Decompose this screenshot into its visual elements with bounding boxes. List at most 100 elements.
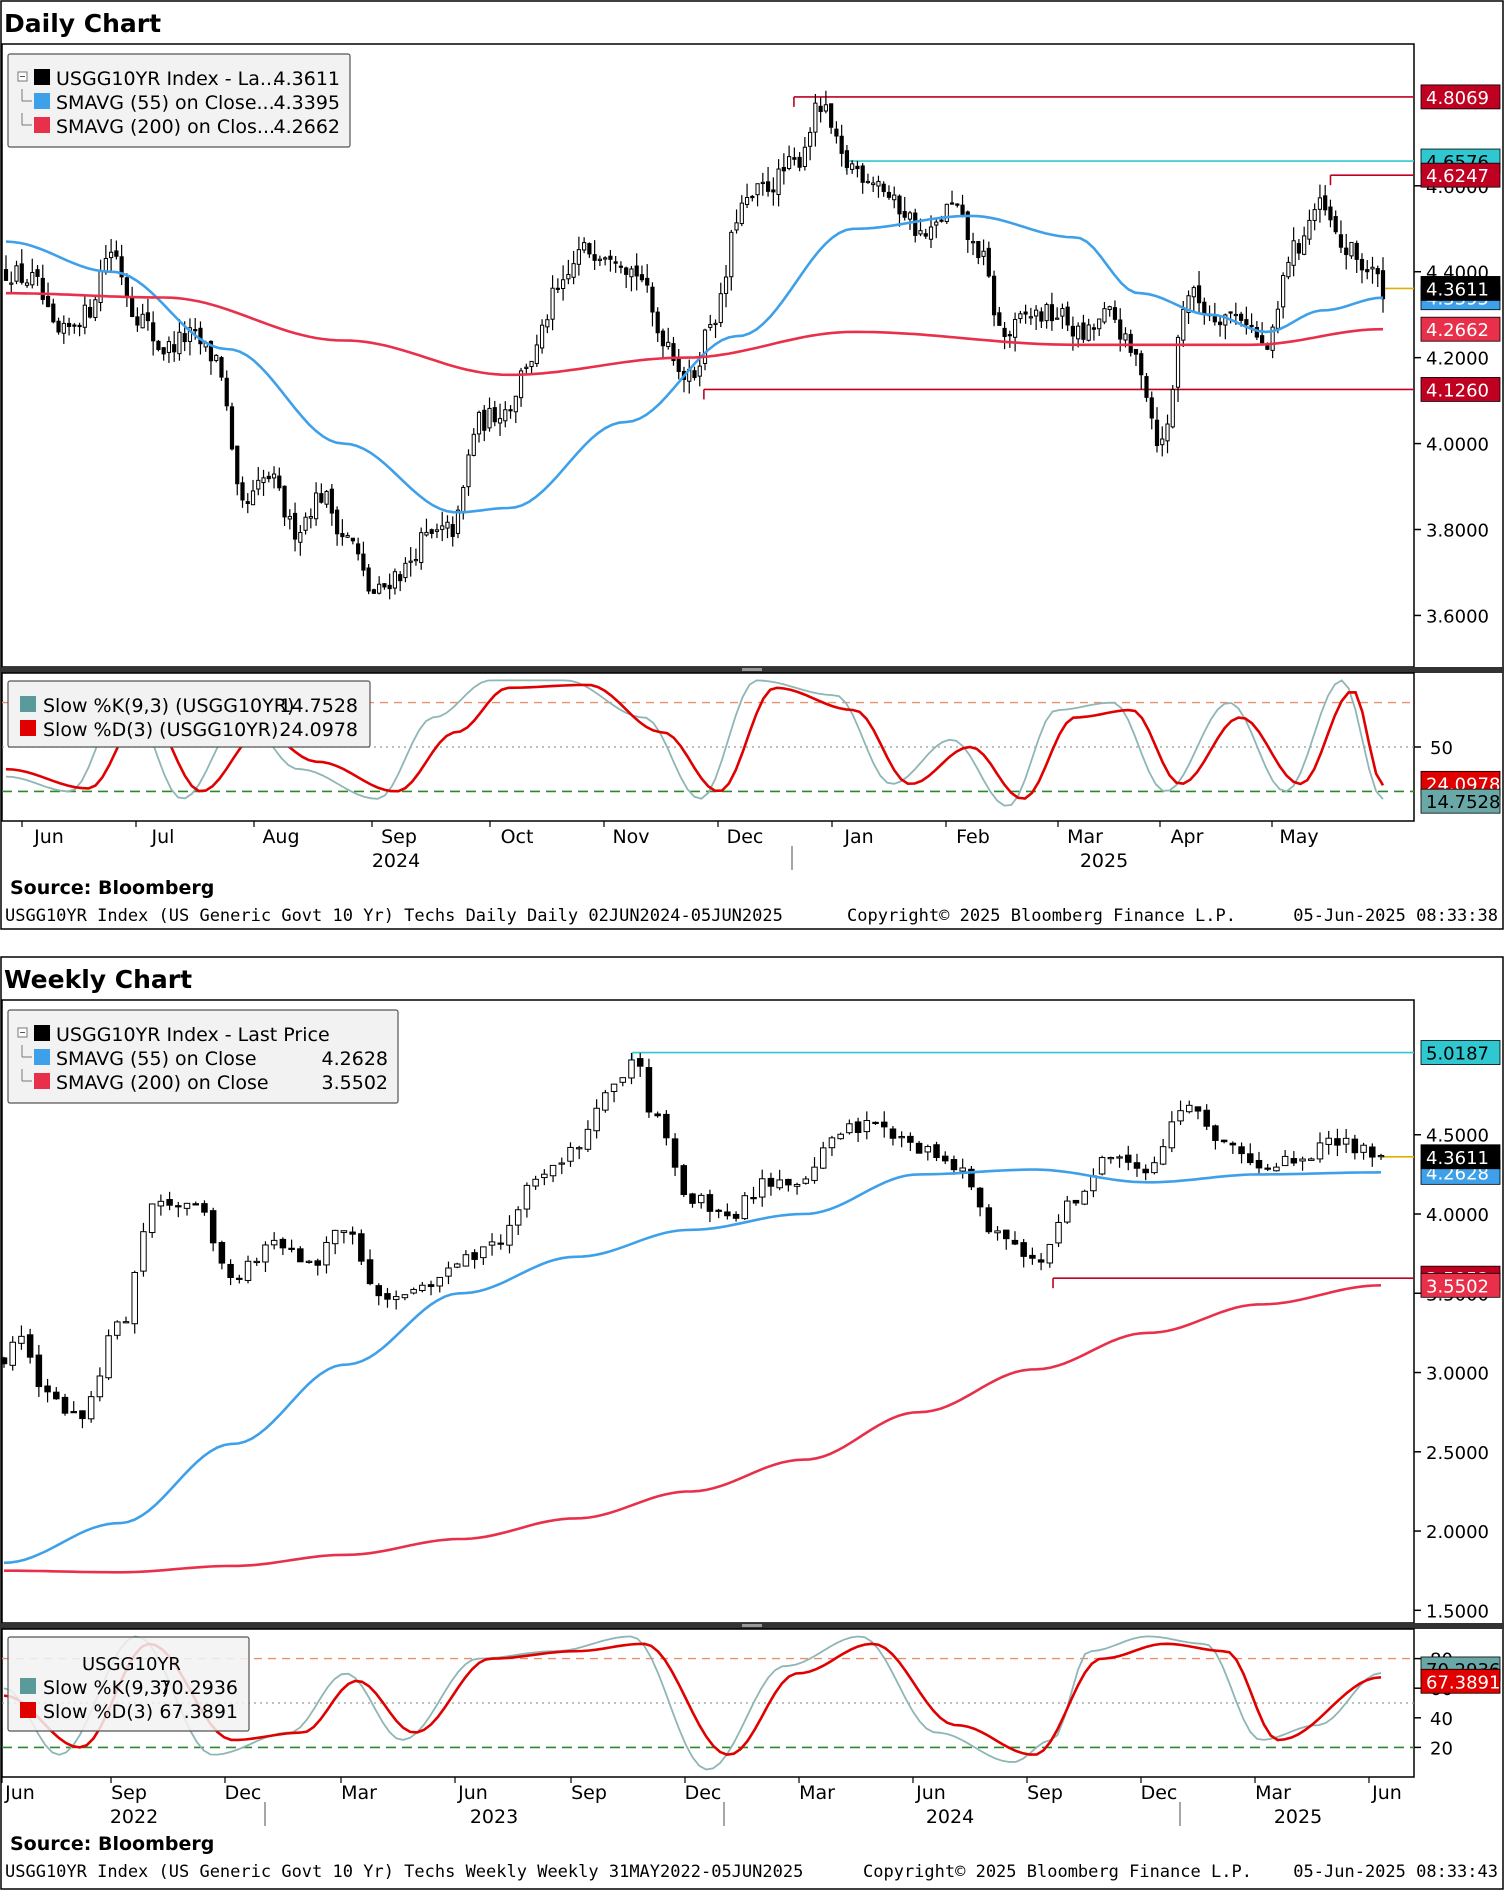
candle-body <box>1281 275 1286 308</box>
legend-label: SMAVG (200) on Clos... <box>56 116 275 138</box>
candle-body <box>151 322 156 342</box>
value-tag <box>1420 162 1501 188</box>
candle-body <box>313 492 319 520</box>
candle-body <box>529 360 534 368</box>
candle-body <box>424 531 429 536</box>
candle-body <box>549 1164 557 1177</box>
candle-body <box>297 1248 304 1263</box>
candle-body <box>19 263 24 283</box>
year-label: 2025 <box>1274 1806 1322 1828</box>
candle-body <box>1102 308 1107 323</box>
candle-body <box>708 324 713 328</box>
candle-body <box>292 512 298 540</box>
candle-body <box>366 567 371 592</box>
candle-body <box>72 324 77 327</box>
candle-body <box>105 1335 112 1379</box>
candle-body <box>1275 308 1280 329</box>
candle-body <box>462 1254 470 1267</box>
candle-body <box>480 1246 487 1259</box>
candle-body <box>739 202 744 225</box>
price-tick-label: 3.8000 <box>1426 521 1489 542</box>
candle-body <box>1265 345 1270 350</box>
candle-body <box>837 1133 844 1140</box>
candle-body <box>93 299 98 319</box>
candle-body <box>224 377 229 407</box>
candle-body <box>1076 325 1081 340</box>
candle-body <box>854 1121 862 1133</box>
candle-body <box>1323 195 1328 211</box>
stoch-legend-value: 14.7528 <box>279 695 358 717</box>
candle-body <box>401 1294 409 1299</box>
stoch-tick-label: 50 <box>1430 738 1453 759</box>
candle-body <box>1081 1190 1088 1205</box>
candle-body <box>1020 1242 1027 1257</box>
candle-body <box>1334 1138 1341 1146</box>
candle-body <box>650 286 655 313</box>
weekly-chart-panel: Weekly Chart 1.5000 2.0000 2.5000 3.0000 3.5… <box>0 956 1504 1890</box>
daily-x-axis: Jun Jul Aug Sep Oct Nov Dec Jan Feb Mar Apr May 2024… <box>21 821 1319 872</box>
candle-body <box>1144 376 1149 398</box>
candle-body <box>124 277 129 298</box>
price-tick-label: 2.5000 <box>1426 1443 1489 1464</box>
candle-body <box>1170 389 1175 428</box>
candle-body <box>602 1092 609 1111</box>
candle-body <box>965 211 970 240</box>
candle-body <box>70 1411 77 1414</box>
year-label: 2023 <box>470 1806 518 1828</box>
candle-body <box>209 1210 217 1244</box>
candle-body <box>750 195 755 199</box>
candle-body <box>865 180 871 184</box>
candle-body <box>898 1136 905 1139</box>
candle-body <box>482 409 487 431</box>
candle-body <box>1290 1158 1298 1164</box>
price-tick-label: 4.0000 <box>1426 435 1489 456</box>
candle-body <box>1118 319 1123 340</box>
price-tick-label: 4.0000 <box>1426 1205 1489 1226</box>
candle-body <box>624 267 629 275</box>
candle-body <box>56 320 61 333</box>
candle-body <box>811 1166 818 1181</box>
candle-body <box>1044 304 1049 322</box>
candle-body <box>198 327 203 345</box>
candle-body <box>1316 1142 1324 1160</box>
year-label: 2025 <box>1080 850 1128 872</box>
candle-body <box>87 306 93 318</box>
candle-body <box>1247 1153 1254 1164</box>
month-label: Sep <box>111 1782 147 1804</box>
candle-body <box>634 265 639 277</box>
candle-body <box>1149 397 1154 419</box>
candle-body <box>1139 353 1144 376</box>
candle-body <box>1291 240 1296 266</box>
month-label: Dec <box>1141 1782 1178 1804</box>
candle-body <box>613 261 618 264</box>
daily-sma55-line <box>5 214 1384 514</box>
candle-body <box>663 1113 670 1139</box>
candle-body <box>1046 1243 1054 1264</box>
candle-body <box>9 282 14 285</box>
candle-body <box>734 222 739 231</box>
candle-body <box>44 1385 51 1393</box>
candle-body <box>1229 1142 1237 1146</box>
candle-body <box>1097 318 1102 330</box>
candle-body <box>410 1288 417 1294</box>
daily-source: Source: Bloomberg <box>10 877 214 899</box>
candle-body <box>555 287 560 290</box>
candle-body <box>1223 314 1228 326</box>
candle-body <box>1238 1146 1245 1155</box>
candle-body <box>119 256 124 278</box>
candle-body <box>924 1146 932 1153</box>
weekly-stoch-title: USGG10YR <box>82 1654 181 1675</box>
candle-body <box>1196 285 1202 304</box>
candle-body <box>109 251 114 259</box>
candle-body <box>582 242 587 251</box>
candle-body <box>1254 327 1259 338</box>
candle-body <box>744 197 750 205</box>
candle-body <box>839 135 844 154</box>
month-label: Jan <box>843 826 873 848</box>
candle-body <box>382 583 387 588</box>
candle-body <box>340 533 345 538</box>
candle-body <box>440 525 445 530</box>
month-label: Jun <box>33 826 64 848</box>
candle-body <box>1072 1199 1080 1204</box>
candle-body <box>913 212 918 236</box>
